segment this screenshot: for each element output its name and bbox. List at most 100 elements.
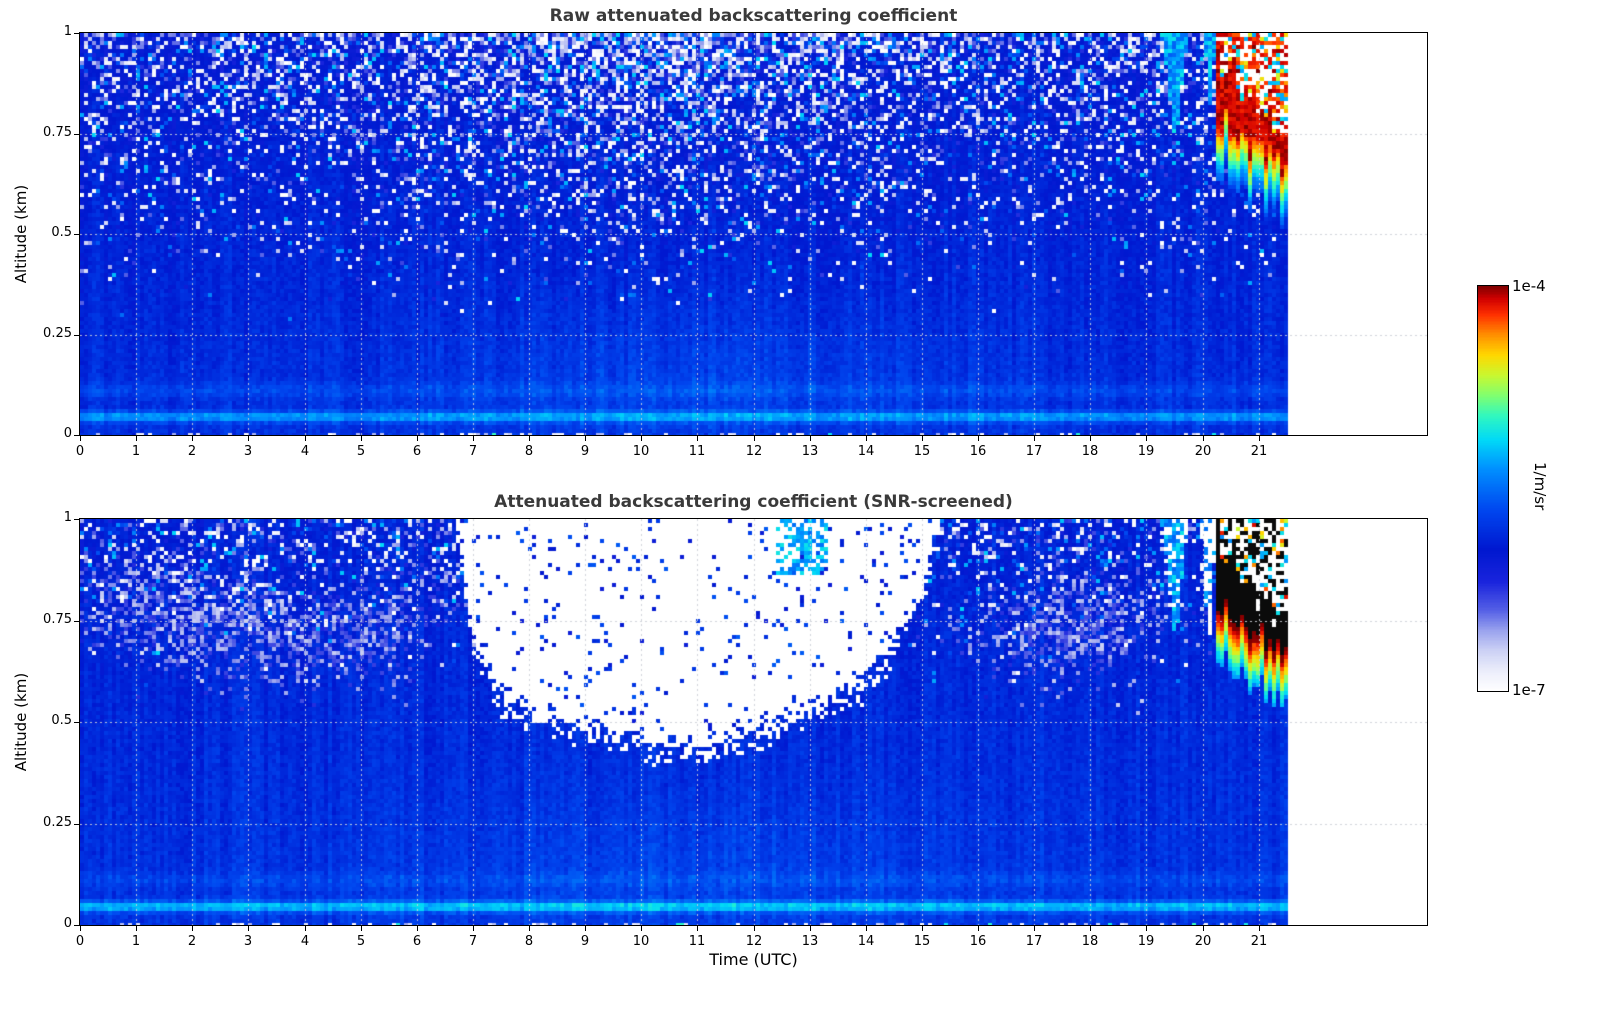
x-tick (641, 436, 642, 441)
x-tick (585, 436, 586, 441)
x-tick (248, 926, 249, 931)
colorbar-unit-label: 1/m/sr (1531, 462, 1549, 511)
x-tick (1146, 436, 1147, 441)
x-tick-label: 19 (1137, 934, 1155, 949)
x-tick (697, 926, 698, 931)
plot-title-raw: Raw attenuated backscattering coefficien… (549, 6, 958, 26)
x-tick (810, 926, 811, 931)
x-axis-label: Time (UTC) (709, 950, 798, 969)
y-tick-label: 1 (63, 510, 72, 525)
x-tick-label: 12 (745, 934, 763, 949)
colorbar-max-label: 1e-4 (1512, 277, 1546, 295)
x-tick-label: 18 (1081, 934, 1099, 949)
screened-backscatter-heatmap (80, 519, 1427, 925)
y-tick (74, 33, 79, 34)
x-tick-label: 9 (580, 934, 590, 949)
y-tick (74, 519, 79, 520)
x-tick (1259, 436, 1260, 441)
x-tick (754, 926, 755, 931)
plot-area-raw (79, 32, 1428, 436)
x-tick (810, 436, 811, 441)
x-tick-label: 6 (412, 934, 422, 949)
y-tick-label: 0.5 (51, 713, 72, 728)
x-tick (1034, 926, 1035, 931)
x-tick (305, 436, 306, 441)
x-tick-label: 4 (300, 934, 310, 949)
x-tick-label: 13 (801, 444, 819, 459)
x-tick-label: 15 (913, 444, 931, 459)
x-tick (866, 926, 867, 931)
x-tick-label: 10 (632, 934, 650, 949)
y-tick (74, 824, 79, 825)
x-tick (1259, 926, 1260, 931)
x-tick-label: 18 (1081, 444, 1099, 459)
x-tick-label: 9 (580, 444, 590, 459)
x-tick-label: 1 (131, 934, 141, 949)
x-tick-label: 20 (1194, 444, 1212, 459)
x-tick (1146, 926, 1147, 931)
x-tick (978, 436, 979, 441)
x-tick-label: 12 (745, 444, 763, 459)
x-tick-label: 16 (969, 444, 987, 459)
x-tick-label: 0 (75, 934, 85, 949)
x-tick-label: 15 (913, 934, 931, 949)
y-tick-label: 0 (63, 426, 72, 441)
x-tick (473, 436, 474, 441)
x-tick (305, 926, 306, 931)
y-tick (74, 234, 79, 235)
x-tick-label: 5 (356, 934, 366, 949)
plot-area-screened (79, 518, 1428, 926)
x-tick (754, 436, 755, 441)
x-tick-label: 13 (801, 934, 819, 949)
x-tick (192, 436, 193, 441)
x-tick (641, 926, 642, 931)
y-tick-label: 0.75 (43, 125, 72, 140)
x-tick-label: 19 (1137, 444, 1155, 459)
y-tick-label: 0.5 (51, 225, 72, 240)
x-tick-label: 21 (1250, 934, 1268, 949)
y-tick-label: 0.25 (43, 815, 72, 830)
x-tick (1090, 926, 1091, 931)
y-tick-label: 1 (63, 24, 72, 39)
x-tick (80, 436, 81, 441)
x-tick (978, 926, 979, 931)
x-tick (361, 436, 362, 441)
x-tick-label: 21 (1250, 444, 1268, 459)
colorbar-min-label: 1e-7 (1512, 681, 1546, 699)
x-tick (866, 436, 867, 441)
colorbar-frame (1477, 285, 1509, 692)
x-tick (136, 926, 137, 931)
x-tick (473, 926, 474, 931)
x-tick (585, 926, 586, 931)
x-tick (922, 926, 923, 931)
x-tick-label: 17 (1025, 934, 1043, 949)
x-tick (529, 436, 530, 441)
x-tick (192, 926, 193, 931)
y-tick (74, 722, 79, 723)
x-tick (80, 926, 81, 931)
x-tick (1203, 926, 1204, 931)
y-tick-label: 0 (63, 916, 72, 931)
x-tick (697, 436, 698, 441)
raw-backscatter-heatmap (80, 33, 1427, 435)
x-tick-label: 14 (857, 934, 875, 949)
x-tick-label: 8 (524, 444, 534, 459)
plot-title-screened: Attenuated backscattering coefficient (S… (494, 492, 1013, 512)
y-tick (74, 621, 79, 622)
x-tick-label: 0 (75, 444, 85, 459)
y-tick-label: 0.25 (43, 326, 72, 341)
x-tick (417, 926, 418, 931)
x-tick-label: 2 (187, 934, 197, 949)
x-tick-label: 2 (187, 444, 197, 459)
y-tick-label: 0.75 (43, 612, 72, 627)
y-tick (74, 435, 79, 436)
x-tick-label: 11 (688, 444, 706, 459)
x-tick-label: 16 (969, 934, 987, 949)
x-tick-label: 4 (300, 444, 310, 459)
x-tick (1203, 436, 1204, 441)
x-tick (361, 926, 362, 931)
x-tick (248, 436, 249, 441)
x-tick-label: 10 (632, 444, 650, 459)
y-tick (74, 925, 79, 926)
